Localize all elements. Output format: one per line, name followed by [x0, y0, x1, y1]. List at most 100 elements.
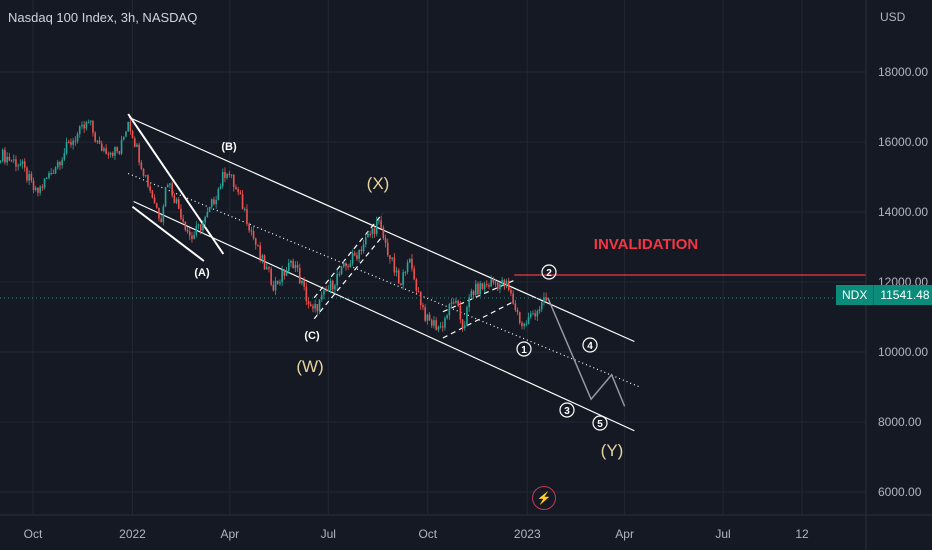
candle-body	[48, 173, 50, 178]
candle-body	[527, 317, 530, 324]
candle-body	[536, 311, 539, 317]
time-tick-label: Apr	[615, 527, 634, 541]
invalidation-line	[0, 274, 866, 299]
candle-body	[415, 279, 418, 291]
candle-body	[499, 283, 501, 289]
candle-body	[158, 207, 160, 219]
candle-body	[232, 174, 235, 187]
wave-4-label-circle	[582, 337, 598, 353]
candle-body	[287, 262, 290, 271]
candle-body	[221, 171, 224, 187]
candle-body	[474, 283, 477, 295]
candle-body	[283, 269, 286, 276]
candle-body	[122, 136, 125, 140]
candle-body	[503, 279, 506, 287]
price-tag-value: 11541.48	[874, 285, 932, 305]
candle-body	[136, 144, 138, 147]
candle-body	[404, 271, 407, 273]
candle-body	[188, 231, 191, 236]
price-axis[interactable]: 6000.008000.0010000.0012000.0014000.0016…	[865, 0, 928, 550]
projection-path	[547, 297, 626, 407]
time-tick-label: 2022	[119, 527, 146, 541]
candle-body	[270, 268, 272, 285]
candle-body	[459, 305, 462, 320]
wave-a-lower	[131, 205, 205, 262]
candle-body	[70, 142, 72, 145]
candle-body	[89, 120, 92, 123]
candle-body	[52, 172, 55, 174]
time-tick-label: Apr	[221, 527, 240, 541]
candle-body	[450, 302, 453, 305]
candle-body	[494, 282, 497, 284]
candle-body	[54, 167, 57, 174]
price-tick-label: 18000.00	[878, 65, 928, 79]
candle-body	[186, 229, 189, 232]
candle-body	[323, 290, 325, 295]
candle-body	[353, 253, 356, 256]
candle-body	[250, 230, 253, 232]
candle-body	[516, 309, 519, 313]
candle-body	[243, 209, 246, 211]
candle-body	[518, 312, 521, 323]
candle-body	[199, 224, 202, 231]
candle-body	[477, 283, 479, 295]
candle-body	[382, 227, 385, 239]
candle-body	[338, 274, 341, 276]
candle-body	[358, 249, 360, 259]
channel-midline	[127, 172, 640, 388]
candle-body	[479, 283, 481, 295]
last-price-tag: NDX 11541.48	[836, 285, 932, 305]
candle-body	[496, 282, 499, 289]
candle-body	[347, 266, 349, 268]
candle-body	[356, 255, 358, 259]
wave-3-label-circle	[559, 402, 575, 418]
candle-body	[142, 169, 145, 176]
candle-body	[151, 190, 154, 198]
candle-body	[133, 138, 136, 147]
candle-body	[26, 167, 28, 181]
candle-body	[309, 304, 312, 307]
candle-body	[461, 319, 464, 328]
candle-body	[448, 304, 451, 316]
candle-body	[94, 132, 96, 142]
candle-body	[114, 147, 116, 156]
candle-body	[492, 279, 495, 283]
candle-body	[98, 140, 101, 144]
candle-body	[41, 186, 44, 188]
candle-body	[371, 228, 374, 234]
candle-body	[292, 260, 294, 269]
candle-body	[56, 161, 59, 168]
candle-body	[127, 121, 129, 132]
channel-upper	[129, 116, 635, 343]
candle-body	[45, 177, 48, 179]
candle-body	[545, 297, 547, 301]
candle-body	[411, 258, 413, 269]
candle-body	[400, 283, 402, 286]
time-axis[interactable]: Oct 2022 Apr Jul Oct 2023 Apr Jul 12	[0, 514, 932, 541]
candle-body	[162, 206, 165, 222]
candle-body	[23, 161, 26, 168]
candle-body	[147, 175, 149, 187]
candle-body	[21, 161, 24, 164]
lightning-icon[interactable]: ⚡	[532, 486, 556, 510]
candle-body	[468, 297, 470, 308]
candle-body	[34, 187, 37, 190]
candle-body	[39, 186, 41, 193]
candle-body	[81, 124, 83, 127]
chart-title: Nasdaq 100 Index, 3h, NASDAQ	[8, 10, 198, 25]
candle-body	[43, 178, 46, 188]
wave-5-label: 5	[597, 419, 603, 430]
candle-body	[303, 280, 305, 287]
candle-body	[386, 242, 389, 256]
candle-body	[406, 262, 409, 272]
candle-body	[325, 290, 327, 292]
candle-body	[375, 221, 378, 234]
candle-body	[525, 323, 528, 325]
candle-body	[327, 289, 330, 292]
candle-body	[276, 280, 279, 284]
candle-body	[290, 260, 292, 263]
wave-1-label-circle	[516, 341, 532, 357]
grid	[0, 0, 866, 515]
candle-body	[252, 230, 255, 239]
